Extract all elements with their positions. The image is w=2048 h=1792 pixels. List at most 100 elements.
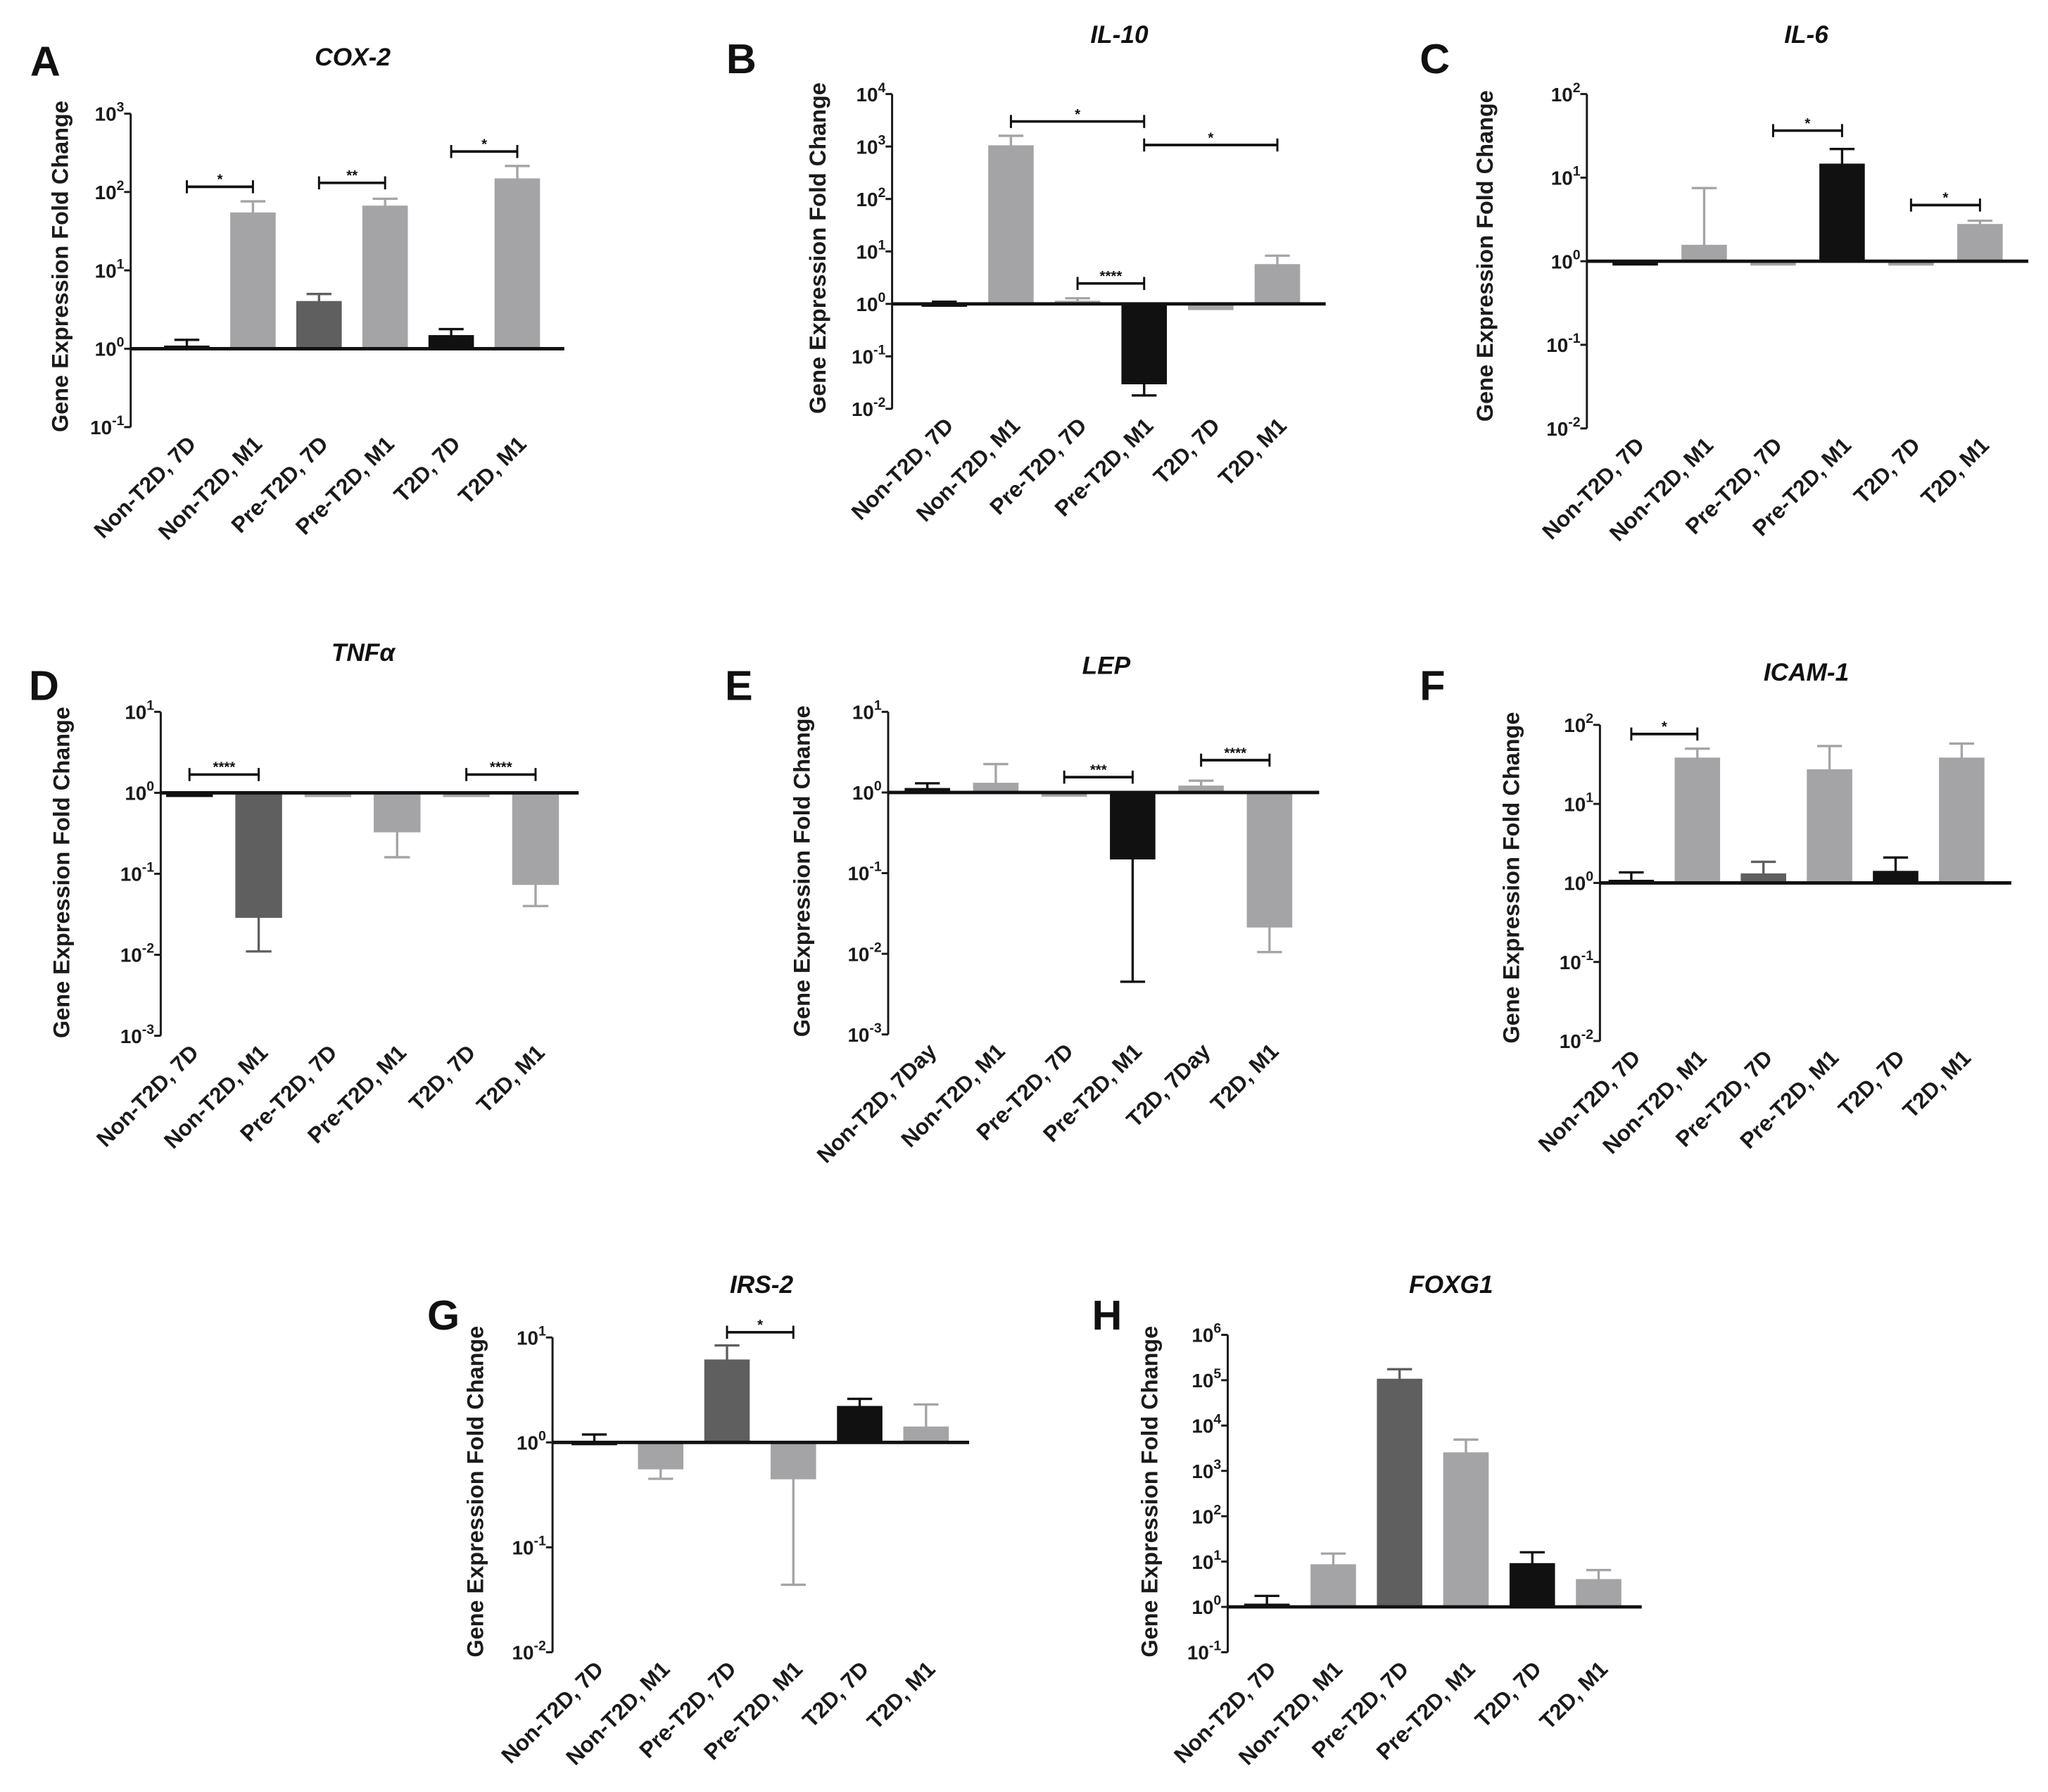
y-tick-label: 10-1	[512, 1534, 546, 1559]
bar	[1121, 303, 1168, 385]
y-tick-base: 10	[857, 189, 878, 210]
y-tick-label: 100	[857, 290, 886, 315]
bar	[1674, 757, 1721, 884]
y-tick-base: 10	[1551, 84, 1573, 106]
y-tick-exponent: -2	[1581, 1027, 1593, 1042]
y-tick-exponent: 0	[146, 779, 154, 795]
chart-title: TNFα	[331, 639, 397, 667]
significance-bracket: *	[186, 172, 254, 194]
y-tick-base: 10	[1191, 1325, 1213, 1346]
significance-label: *	[481, 137, 487, 153]
y-tick-base: 10	[857, 84, 878, 106]
bar	[770, 1441, 816, 1479]
y-tick-label: 10-2	[1546, 415, 1580, 440]
significance-bracket: ***	[1063, 762, 1134, 784]
y-axis-label: Gene Expression Fold Change	[790, 705, 815, 1037]
bar	[1576, 1579, 1622, 1608]
chart-title: ICAM-1	[1764, 659, 1849, 686]
y-tick-exponent: 1	[538, 1323, 546, 1339]
y-tick-label: 10-3	[120, 1022, 154, 1047]
y-tick-base: 10	[1546, 334, 1568, 356]
y-tick-label: 100	[95, 335, 125, 360]
y-tick-label: 103	[857, 132, 886, 158]
y-tick-exponent: 3	[878, 132, 885, 148]
y-tick-exponent: -2	[1568, 415, 1580, 430]
y-tick-exponent: 1	[1573, 164, 1581, 179]
bar	[1819, 163, 1865, 262]
y-tick-base: 10	[1564, 714, 1586, 736]
y-tick-exponent: 4	[878, 80, 885, 96]
panel-letter: G	[427, 1292, 460, 1339]
significance-label: *	[217, 172, 222, 188]
y-tick-exponent: 2	[1586, 711, 1593, 726]
y-tick-base: 10	[517, 1432, 538, 1454]
y-tick-base: 10	[1187, 1642, 1209, 1664]
significance-label: *	[757, 1318, 763, 1333]
y-tick-label: 101	[95, 256, 125, 282]
y-tick-base: 10	[1191, 1415, 1213, 1437]
y-tick-exponent: 0	[878, 290, 885, 305]
significance-bracket: *	[726, 1318, 795, 1339]
bar	[374, 792, 421, 833]
y-tick-label: 101	[852, 698, 882, 724]
y-tick-base: 10	[1551, 251, 1573, 272]
y-tick-exponent: -1	[534, 1534, 546, 1549]
chart-title: IL-6	[1784, 21, 1828, 49]
y-tick-base: 10	[857, 241, 878, 263]
bar	[362, 206, 408, 350]
y-tick-exponent: 2	[1213, 1502, 1221, 1517]
y-tick-exponent: -1	[1568, 331, 1580, 346]
chart-title: FOXG1	[1409, 1271, 1493, 1299]
y-tick-base: 10	[95, 260, 117, 282]
significance-bracket: *	[1143, 130, 1279, 152]
panel-letter: D	[29, 662, 59, 709]
y-tick-exponent: 4	[1213, 1412, 1221, 1427]
y-tick-exponent: -1	[1581, 948, 1593, 964]
y-tick-label: 102	[1564, 711, 1593, 736]
panel-letter: A	[30, 38, 61, 85]
bar	[1246, 792, 1293, 928]
y-tick-label: 10-1	[1187, 1639, 1221, 1664]
bar	[1443, 1452, 1489, 1608]
chart-title: LEP	[1082, 652, 1131, 680]
significance-bracket: *	[1771, 116, 1843, 137]
y-axis-label: Gene Expression Fold Change	[1472, 90, 1498, 422]
bar	[1310, 1564, 1356, 1608]
significance-label: ****	[1224, 745, 1246, 761]
y-tick-base: 10	[125, 783, 146, 804]
y-tick-base: 10	[1546, 418, 1568, 440]
y-tick-label: 101	[1551, 164, 1581, 189]
significance-bracket: **	[317, 168, 386, 190]
y-tick-exponent: 2	[878, 185, 885, 201]
y-tick-exponent: 0	[874, 778, 882, 794]
y-tick-base: 10	[847, 943, 869, 965]
y-tick-label: 101	[1191, 1548, 1221, 1573]
y-tick-base: 10	[1191, 1596, 1213, 1618]
y-tick-base: 10	[852, 346, 873, 367]
y-tick-base: 10	[1191, 1370, 1213, 1392]
bar	[512, 792, 560, 885]
y-tick-label: 104	[857, 80, 886, 106]
y-tick-exponent: -3	[869, 1021, 881, 1036]
bar	[1110, 792, 1156, 860]
y-axis-label: Gene Expression Fold Change	[48, 101, 73, 432]
panel-letter: H	[1092, 1292, 1122, 1339]
y-tick-label: 102	[95, 178, 125, 203]
bar	[235, 792, 282, 919]
bar	[1957, 224, 2003, 262]
y-tick-base: 10	[852, 398, 873, 420]
bar	[638, 1441, 684, 1470]
y-tick-exponent: -2	[142, 941, 154, 957]
y-tick-base: 10	[90, 417, 112, 438]
significance-bracket: ****	[1076, 269, 1146, 290]
y-tick-label: 102	[1191, 1502, 1221, 1527]
panel-letter: F	[1420, 662, 1445, 709]
y-tick-exponent: -1	[1209, 1639, 1221, 1654]
y-tick-exponent: 3	[1213, 1457, 1221, 1472]
y-tick-label: 10-2	[512, 1639, 546, 1664]
y-tick-label: 101	[517, 1323, 546, 1349]
significance-bracket: ****	[1200, 745, 1271, 767]
y-tick-label: 10-2	[1560, 1027, 1593, 1052]
y-tick-base: 10	[517, 1327, 538, 1349]
